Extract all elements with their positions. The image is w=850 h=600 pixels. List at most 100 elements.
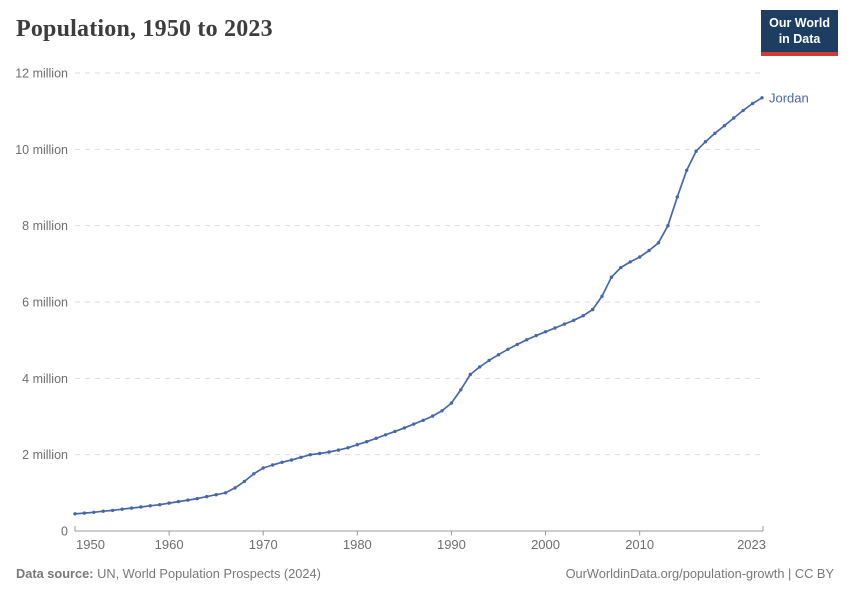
data-point[interactable] (280, 460, 284, 464)
data-point[interactable] (478, 365, 482, 369)
data-point[interactable] (694, 149, 698, 153)
data-point[interactable] (139, 505, 143, 509)
y-tick-label: 10 million (15, 143, 68, 157)
data-point[interactable] (223, 491, 228, 495)
data-point[interactable] (195, 496, 199, 501)
x-tick-label: 1970 (249, 537, 278, 552)
data-point[interactable] (205, 494, 209, 499)
x-tick-label: 1980 (343, 537, 372, 552)
x-tick-label: 1950 (76, 537, 105, 552)
data-point[interactable] (82, 511, 87, 515)
data-point[interactable] (421, 418, 425, 422)
data-point[interactable] (148, 504, 152, 508)
data-point[interactable] (393, 429, 397, 434)
data-point[interactable] (581, 314, 585, 318)
data-point[interactable] (506, 347, 510, 351)
data-point[interactable] (176, 499, 181, 504)
data-point[interactable] (525, 338, 529, 342)
y-tick-label: 0 (61, 525, 68, 539)
data-point[interactable] (722, 124, 727, 128)
series-end-label[interactable]: Jordan (769, 90, 809, 105)
y-tick-label: 2 million (22, 448, 68, 462)
data-point[interactable] (365, 440, 369, 444)
data-point[interactable] (327, 450, 331, 454)
y-tick-label: 8 million (22, 219, 68, 233)
data-point[interactable] (713, 131, 717, 135)
data-point[interactable] (308, 453, 312, 457)
data-point[interactable] (534, 333, 538, 338)
data-point[interactable] (167, 501, 171, 505)
data-point[interactable] (252, 472, 256, 476)
data-point[interactable] (214, 493, 218, 497)
data-point[interactable] (261, 466, 265, 470)
y-tick-label: 6 million (22, 296, 68, 310)
data-point[interactable] (675, 195, 679, 199)
data-point[interactable] (449, 401, 454, 405)
data-point[interactable] (553, 326, 557, 330)
data-point[interactable] (741, 108, 745, 113)
data-point[interactable] (732, 116, 736, 120)
data-point[interactable] (496, 353, 501, 357)
data-point[interactable] (656, 241, 661, 245)
data-point[interactable] (318, 451, 322, 456)
x-tick-label: 1990 (437, 537, 466, 552)
data-point[interactable] (562, 322, 567, 326)
data-point[interactable] (242, 479, 247, 484)
data-point[interactable] (543, 330, 548, 334)
data-point[interactable] (299, 455, 303, 459)
data-point[interactable] (129, 506, 134, 510)
data-source-label: Data source: (16, 566, 94, 581)
data-point[interactable] (120, 507, 124, 511)
data-point[interactable] (468, 372, 472, 377)
data-point[interactable] (600, 294, 604, 298)
data-point[interactable] (430, 414, 435, 418)
data-point[interactable] (73, 512, 77, 516)
data-point[interactable] (750, 101, 755, 106)
data-point[interactable] (402, 426, 407, 430)
data-point[interactable] (628, 260, 632, 264)
data-point[interactable] (110, 508, 115, 513)
y-tick-label: 12 million (15, 67, 68, 81)
y-tick-label: 4 million (22, 372, 68, 386)
owid-logo-text-line2: in Data (778, 32, 821, 47)
data-point[interactable] (685, 168, 689, 172)
data-point[interactable] (289, 458, 294, 462)
data-point[interactable] (374, 436, 378, 440)
owid-logo[interactable]: Our World in Data (761, 10, 838, 56)
data-point[interactable] (638, 255, 642, 259)
data-point[interactable] (383, 433, 388, 437)
data-source-text: UN, World Population Prospects (2024) (93, 566, 321, 581)
data-point[interactable] (158, 503, 162, 507)
x-tick-label: 1960 (155, 537, 184, 552)
data-point[interactable] (760, 96, 764, 100)
data-source-note: Data source: UN, World Population Prospe… (16, 566, 321, 581)
data-point[interactable] (609, 275, 614, 279)
series-line-jordan[interactable] (74, 96, 763, 515)
data-point[interactable] (101, 509, 105, 513)
data-point[interactable] (186, 498, 190, 502)
data-point[interactable] (336, 448, 341, 452)
data-point[interactable] (647, 248, 651, 253)
data-point[interactable] (515, 342, 519, 347)
owid-citation-link[interactable]: OurWorldinData.org/population-growth | C… (565, 566, 834, 581)
data-point[interactable] (346, 446, 350, 450)
data-point[interactable] (412, 422, 416, 426)
x-tick-label: 2000 (531, 537, 560, 552)
data-point[interactable] (487, 358, 491, 363)
data-point[interactable] (92, 510, 96, 514)
data-point[interactable] (703, 140, 708, 144)
data-point[interactable] (590, 307, 595, 312)
data-point[interactable] (572, 318, 576, 322)
data-point[interactable] (459, 388, 463, 392)
data-point[interactable] (270, 463, 275, 467)
data-point[interactable] (666, 224, 670, 228)
data-point[interactable] (355, 443, 359, 447)
chart-title: Population, 1950 to 2023 (16, 16, 273, 42)
data-point[interactable] (440, 409, 444, 413)
x-tick-label: 2023 (737, 537, 766, 552)
owid-logo-text-line1: Our World (769, 16, 830, 30)
data-point[interactable] (233, 486, 237, 490)
data-point[interactable] (619, 265, 623, 270)
